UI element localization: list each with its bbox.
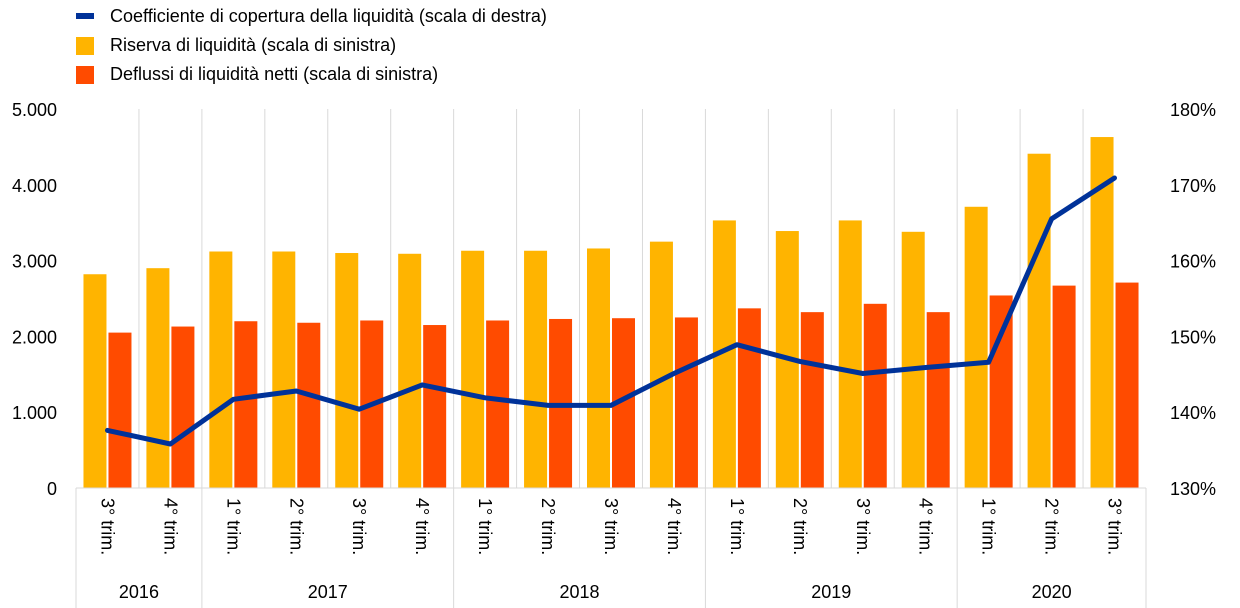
bar-outflow [863, 303, 887, 488]
y-left-tick-label: 3.000 [12, 252, 57, 272]
x-tick-label: 1° trim. [223, 498, 243, 555]
bar-outflow [486, 320, 510, 488]
bar-outflow [297, 322, 321, 488]
legend-item-outflows: Deflussi di liquidità netti (scala di si… [76, 62, 547, 91]
bar-reserve [964, 206, 988, 489]
x-tick-label: 3° trim. [1105, 498, 1125, 555]
bar-outflow [171, 326, 195, 488]
bar-reserve [901, 231, 925, 488]
legend-label: Riserva di liquidità (scala di sinistra) [110, 35, 397, 55]
legend-swatch-line [76, 13, 94, 19]
legend-swatch-box [76, 66, 94, 84]
legend-label: Coefficiente di copertura della liquidit… [110, 6, 547, 26]
bar-outflow [234, 321, 258, 488]
y-right-tick-label: 180% [1170, 100, 1216, 120]
bar-reserve [712, 220, 736, 488]
bar-outflow [737, 308, 761, 488]
x-tick-label: 4° trim. [412, 498, 432, 555]
bar-reserve [649, 241, 673, 488]
legend-label: Deflussi di liquidità netti (scala di si… [110, 64, 439, 84]
x-tick-label: 3° trim. [601, 498, 621, 555]
bar-outflow [1115, 282, 1139, 488]
y-right-tick-label: 150% [1170, 327, 1216, 347]
year-label: 2019 [811, 582, 851, 602]
y-right-tick-label: 170% [1170, 176, 1216, 196]
x-tick-label: 1° trim. [475, 498, 495, 555]
x-tick-label: 2° trim. [790, 498, 810, 555]
bar-outflow [674, 317, 698, 488]
x-tick-label: 2° trim. [1042, 498, 1062, 555]
x-tick-label: 4° trim. [664, 498, 684, 555]
x-tick-label: 2° trim. [538, 498, 558, 555]
bar-reserve [335, 253, 359, 488]
y-left-tick-label: 4.000 [12, 176, 57, 196]
bar-reserve [209, 251, 233, 488]
bar-reserve [1090, 137, 1114, 488]
bar-outflow [989, 295, 1013, 488]
bar-reserve [398, 253, 422, 488]
line-coefficient [105, 175, 1117, 447]
x-tick-label: 1° trim. [727, 498, 747, 555]
bar-reserve [587, 248, 610, 488]
bar-reserve [838, 220, 862, 488]
year-label: 2018 [560, 582, 600, 602]
y-right-tick-label: 160% [1170, 252, 1216, 272]
y-left-tick-label: 2.000 [12, 327, 57, 347]
legend-swatch-box [76, 37, 94, 55]
bar-outflow [612, 318, 635, 488]
year-label: 2020 [1032, 582, 1072, 602]
x-tick-label: 3° trim. [853, 498, 873, 555]
legend: Coefficiente di copertura della liquidit… [76, 4, 547, 91]
y-left-tick-label: 5.000 [12, 100, 57, 120]
y-right-tick-label: 140% [1170, 403, 1216, 423]
bar-outflow [1052, 285, 1076, 488]
x-tick-label: 4° trim. [160, 498, 180, 555]
x-tick-label: 2° trim. [286, 498, 306, 555]
y-right-tick-label: 130% [1170, 479, 1216, 499]
x-tick-label: 3° trim. [98, 498, 118, 555]
bar-reserve [461, 250, 485, 488]
bar-reserve [272, 251, 296, 488]
year-label: 2016 [119, 582, 159, 602]
legend-item-coefficient: Coefficiente di copertura della liquidit… [76, 4, 547, 33]
bar-outflow [108, 332, 132, 488]
bar-outflow [926, 312, 950, 488]
bar-reserve [83, 274, 107, 488]
year-label: 2017 [308, 582, 348, 602]
y-left-tick-label: 1.000 [12, 403, 57, 423]
x-tick-label: 3° trim. [349, 498, 369, 555]
y-left-tick-label: 0 [47, 479, 57, 499]
x-tick-label: 4° trim. [916, 498, 936, 555]
bar-outflow [423, 325, 447, 488]
bar-outflow [800, 312, 824, 488]
legend-item-reserve: Riserva di liquidità (scala di sinistra) [76, 33, 547, 62]
bar-reserve [146, 268, 170, 488]
x-tick-label: 1° trim. [979, 498, 999, 555]
bar-reserve [1027, 153, 1051, 489]
bar-reserve [524, 250, 548, 488]
